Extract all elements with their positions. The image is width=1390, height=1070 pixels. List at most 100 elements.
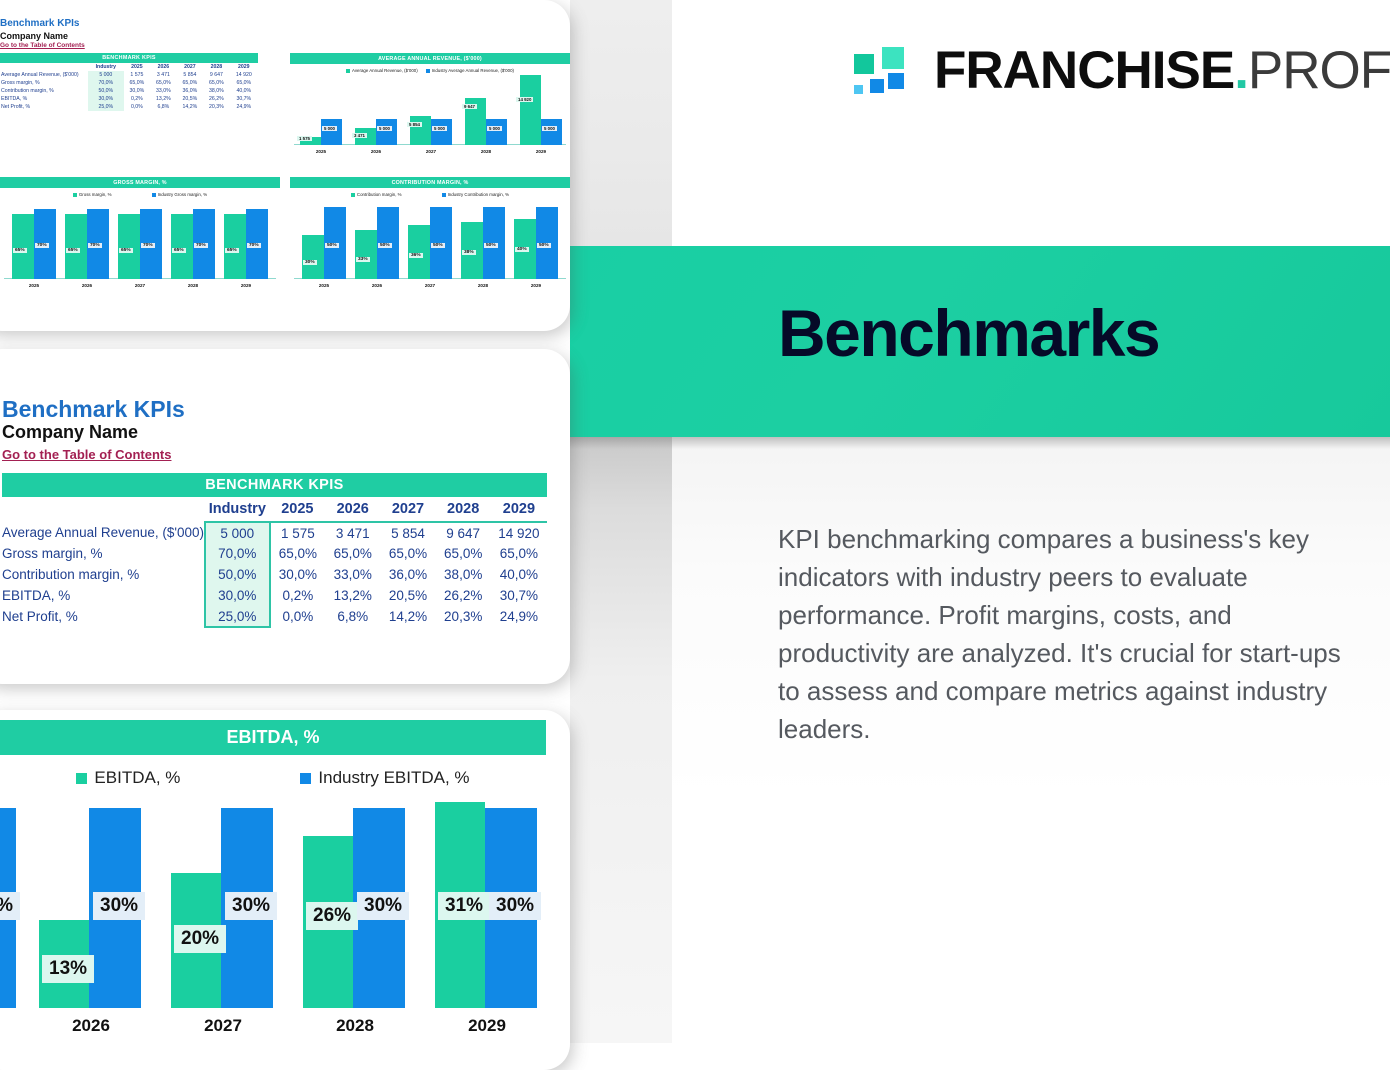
cell: 65,0% <box>444 546 483 561</box>
cell: 40,0% <box>236 88 252 94</box>
chart-plot: 65% 70% 65% 70% 65% 70% 65% 70% <box>0 201 280 289</box>
row-label: Gross margin, % <box>2 546 103 561</box>
cell: 9 647 <box>446 525 481 541</box>
bar-label: 38% <box>462 250 476 255</box>
bar-group: 1 575 5 000 <box>297 67 344 145</box>
bar-series-company <box>355 230 377 279</box>
cell: 9 647 <box>209 72 223 78</box>
teal-square-icon <box>852 51 876 76</box>
x-axis-label: 2026 <box>72 1016 110 1035</box>
bar-series-company <box>520 75 541 145</box>
bar-label: 50% <box>484 243 498 248</box>
chart-legend: Contribution margin, % Industry Contribu… <box>290 192 570 197</box>
bar-group: 65% 70% <box>222 191 270 279</box>
legend-item: Average Annual Revenue, ($'000) <box>346 68 418 73</box>
kpi-table-card: Benchmark KPIs Company Name Go to the Ta… <box>0 349 570 684</box>
overview-kpi-table: BENCHMARK KPIS Industry 2025 2026 2027 2… <box>0 53 258 111</box>
bar-label: 50% <box>325 243 339 248</box>
col-2027: 2027 <box>380 497 436 523</box>
overview-company-name: Company Name <box>0 31 69 41</box>
cell: 20,5% <box>388 588 428 603</box>
x-axis-label: 2029 <box>530 283 542 288</box>
cell: 33,0% <box>333 567 372 582</box>
logo-mark-icon <box>852 44 916 97</box>
blue-square-icon <box>886 70 906 91</box>
cell-industry: 25,0% <box>203 606 271 628</box>
brand-logo: FRANCHISE.PROFILES <box>852 44 1390 97</box>
table-row: EBITDA, % 30,0% 0,2% 13,2% 20,5% 26,2% 3… <box>0 95 258 103</box>
cell: 1 575 <box>280 525 315 541</box>
chart-plot: 30% 50% 33% 50% 36% 50% 38% 50% <box>290 201 570 289</box>
bar-label: 5 854 <box>407 122 422 127</box>
table-band-header: BENCHMARK KPIS <box>0 53 258 63</box>
sheet-title: Benchmark KPIs <box>2 396 185 422</box>
bar-label: 26% <box>306 902 359 930</box>
bar-series-company <box>118 214 140 279</box>
toc-link[interactable]: Go to the Table of Contents <box>2 447 172 462</box>
bar-group: 65% 70% <box>10 191 58 279</box>
cell: 13,2% <box>333 588 372 603</box>
bar-series-company <box>465 98 486 145</box>
bar-label: 31% <box>438 892 491 920</box>
blue-light-square-icon <box>852 82 865 96</box>
bar-group: 65% 70% <box>116 191 164 279</box>
table-column-header: Industry 2025 2026 2027 2028 2029 <box>0 63 258 71</box>
bar-group: 40% 50% <box>512 191 560 279</box>
bar-label: 70% <box>141 243 155 248</box>
x-axis-label: 2028 <box>336 1016 374 1035</box>
cell: 5 000 <box>88 71 124 79</box>
logo-text-light: PROFILES <box>1247 41 1390 100</box>
bar-group: 3 471 5 000 <box>352 67 399 145</box>
mini-chart-revenue: AVERAGE ANNUAL REVENUE, ($'000) Average … <box>290 53 570 175</box>
x-axis-label: 2026 <box>370 149 382 154</box>
cell-industry: 70,0% <box>203 543 271 564</box>
bar-label: 33% <box>356 257 370 262</box>
cell: 30,7% <box>499 588 539 603</box>
legend-label: EBITDA, % <box>94 768 181 787</box>
chart-legend: Average Annual Revenue, ($'000) Industry… <box>290 68 570 73</box>
bar-label: 1 575 <box>297 136 312 141</box>
cell: 40,0% <box>499 567 539 582</box>
headline-teal-band <box>570 246 1390 437</box>
col-2025: 2025 <box>269 497 326 523</box>
x-axis-label: 2028 <box>480 149 492 154</box>
kpi-table: BENCHMARK KPIS Industry 2025 2026 2027 2… <box>2 473 547 628</box>
bar-group: 14 920 5 000 <box>516 67 564 145</box>
bar-group: 5 854 5 000 <box>407 67 454 145</box>
bar-series-industry <box>321 119 342 145</box>
row-label: Contribution margin, % <box>1 88 54 94</box>
background-white-bottom-right <box>672 437 1390 1043</box>
table-row: EBITDA, % 30,0% 0,2% 13,2% 20,5% 26,2% 3… <box>2 585 547 606</box>
overview-toc-link[interactable]: Go to the Table of Contents <box>0 42 85 49</box>
x-axis-label: 2028 <box>187 283 199 288</box>
table-row: Gross margin, % 70,0% 65,0% 65,0% 65,0% … <box>2 543 547 564</box>
ebitda-chart-legend: EBITDA, % Industry EBITDA, % <box>0 768 546 788</box>
bar-series-company <box>410 116 431 145</box>
cell: 6,8% <box>157 104 170 110</box>
x-axis-label: 2029 <box>535 149 547 154</box>
x-axis-label: 2027 <box>134 283 146 288</box>
cell: 30,0% <box>129 88 145 94</box>
bar-series-company <box>171 214 193 279</box>
col-industry: Industry <box>204 497 270 523</box>
legend-item: Contribution margin, % <box>350 192 402 197</box>
cell: 1 575 <box>130 72 144 78</box>
company-name: Company Name <box>2 422 139 442</box>
cell-industry: 50,0% <box>203 564 271 585</box>
bar-label: 70% <box>88 243 102 248</box>
cell: 33,0% <box>156 88 171 94</box>
col-2026: 2026 <box>325 497 381 523</box>
bar-label: 50% <box>537 243 551 248</box>
bar-series-company <box>12 214 34 279</box>
col-2027: 2027 <box>184 64 196 70</box>
bar-series-company <box>65 214 87 279</box>
bar-label: 5 000 <box>487 126 502 131</box>
bar-group: 65% 70% <box>63 191 111 279</box>
bar-label: 5 000 <box>432 126 447 131</box>
legend-item: Industry Average Annual Revenue, ($'000) <box>425 68 514 73</box>
background-gray-band-bottom <box>570 437 672 1043</box>
bar-label: 14 920 <box>516 97 534 102</box>
cell: 30,0% <box>88 95 124 103</box>
legend-item: Industry Contribution margin, % <box>441 192 509 197</box>
cell: 14,2% <box>182 104 198 110</box>
